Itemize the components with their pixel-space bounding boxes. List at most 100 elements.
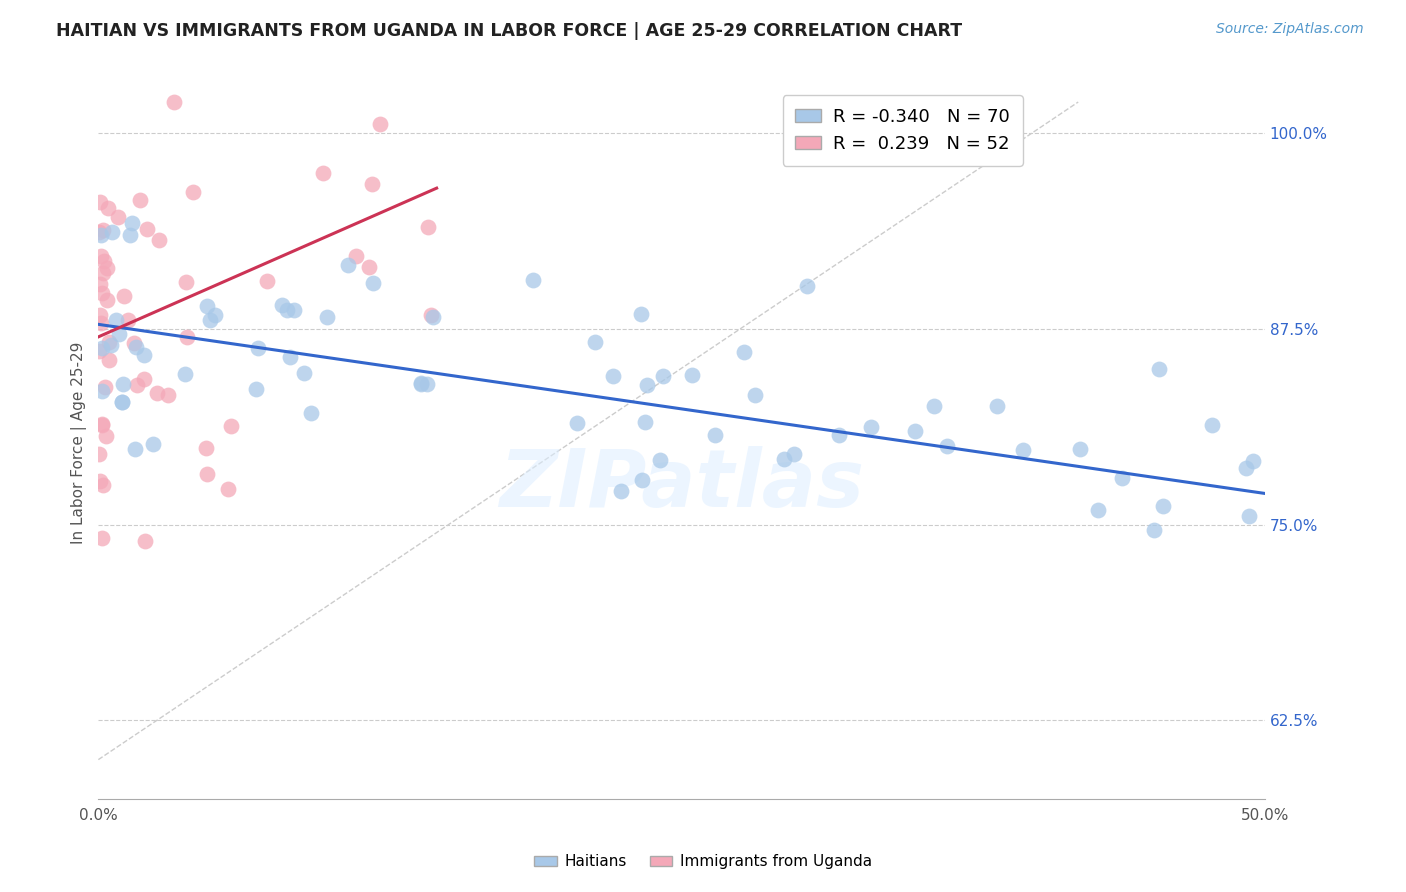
Point: [1241, 454, 1264, 468]
Point: [174, 367, 197, 381]
Point: [194, 441, 217, 455]
Text: HAITIAN VS IMMIGRANTS FROM UGANDA IN LABOR FORCE | AGE 25-29 CORRELATION CHART: HAITIAN VS IMMIGRANTS FROM UGANDA IN LAB…: [56, 22, 962, 40]
Point: [648, 453, 671, 467]
Point: [1239, 508, 1261, 523]
Legend: R = -0.340   N = 70, R =  0.239   N = 52: R = -0.340 N = 70, R = 0.239 N = 52: [783, 95, 1022, 166]
Point: [361, 276, 384, 290]
Legend: Haitians, Immigrants from Uganda: Haitians, Immigrants from Uganda: [527, 848, 879, 875]
Point: [1152, 499, 1174, 513]
Point: [195, 299, 218, 313]
Point: [100, 338, 122, 352]
Point: [936, 439, 959, 453]
Point: [409, 377, 432, 392]
Point: [344, 249, 367, 263]
Point: [105, 313, 128, 327]
Point: [986, 399, 1008, 413]
Point: [733, 344, 755, 359]
Point: [125, 378, 148, 392]
Point: [904, 425, 927, 439]
Point: [271, 298, 294, 312]
Point: [195, 467, 218, 481]
Point: [860, 419, 883, 434]
Point: [128, 193, 150, 207]
Point: [631, 474, 654, 488]
Point: [409, 376, 432, 391]
Point: [176, 330, 198, 344]
Point: [221, 418, 243, 433]
Point: [97, 201, 120, 215]
Point: [565, 417, 588, 431]
Point: [1147, 361, 1170, 376]
Point: [134, 372, 156, 386]
Point: [602, 368, 624, 383]
Point: [422, 310, 444, 324]
Point: [112, 289, 135, 303]
Point: [148, 234, 170, 248]
Point: [111, 394, 134, 409]
Point: [163, 95, 186, 109]
Point: [89, 474, 111, 488]
Point: [634, 415, 657, 429]
Point: [357, 260, 380, 274]
Point: [93, 254, 115, 268]
Point: [783, 447, 806, 461]
Point: [90, 417, 112, 432]
Point: [636, 378, 658, 392]
Point: [292, 366, 315, 380]
Point: [142, 436, 165, 450]
Point: [299, 406, 322, 420]
Point: [117, 312, 139, 326]
Point: [90, 316, 112, 330]
Point: [108, 326, 131, 341]
Point: [112, 376, 135, 391]
Point: [90, 341, 112, 355]
Point: [311, 166, 333, 180]
Point: [368, 117, 391, 131]
Text: ZIPatlas: ZIPatlas: [499, 446, 865, 524]
Point: [135, 222, 157, 236]
Point: [420, 308, 443, 322]
Text: Source: ZipAtlas.com: Source: ZipAtlas.com: [1216, 22, 1364, 37]
Point: [630, 307, 652, 321]
Point: [704, 428, 727, 442]
Point: [198, 312, 221, 326]
Point: [256, 274, 278, 288]
Point: [107, 210, 129, 224]
Point: [583, 334, 606, 349]
Point: [146, 386, 169, 401]
Point: [1012, 443, 1035, 458]
Point: [111, 395, 134, 409]
Point: [101, 225, 124, 239]
Point: [610, 483, 633, 498]
Point: [87, 447, 110, 461]
Point: [773, 452, 796, 467]
Point: [132, 348, 155, 362]
Point: [922, 399, 945, 413]
Point: [125, 341, 148, 355]
Point: [183, 185, 205, 199]
Point: [124, 442, 146, 456]
Point: [98, 335, 121, 350]
Point: [89, 343, 111, 358]
Point: [91, 285, 114, 300]
Point: [134, 534, 156, 549]
Point: [416, 219, 439, 234]
Point: [176, 275, 198, 289]
Point: [1069, 442, 1091, 456]
Point: [744, 388, 766, 402]
Point: [121, 216, 143, 230]
Point: [416, 377, 439, 392]
Point: [217, 482, 239, 496]
Point: [90, 384, 112, 398]
Point: [90, 417, 112, 432]
Point: [96, 429, 118, 443]
Point: [96, 261, 118, 276]
Y-axis label: In Labor Force | Age 25-29: In Labor Force | Age 25-29: [72, 342, 87, 544]
Point: [122, 335, 145, 350]
Point: [90, 249, 112, 263]
Point: [283, 303, 305, 318]
Point: [91, 222, 114, 236]
Point: [98, 353, 121, 368]
Point: [204, 308, 226, 322]
Point: [246, 341, 269, 355]
